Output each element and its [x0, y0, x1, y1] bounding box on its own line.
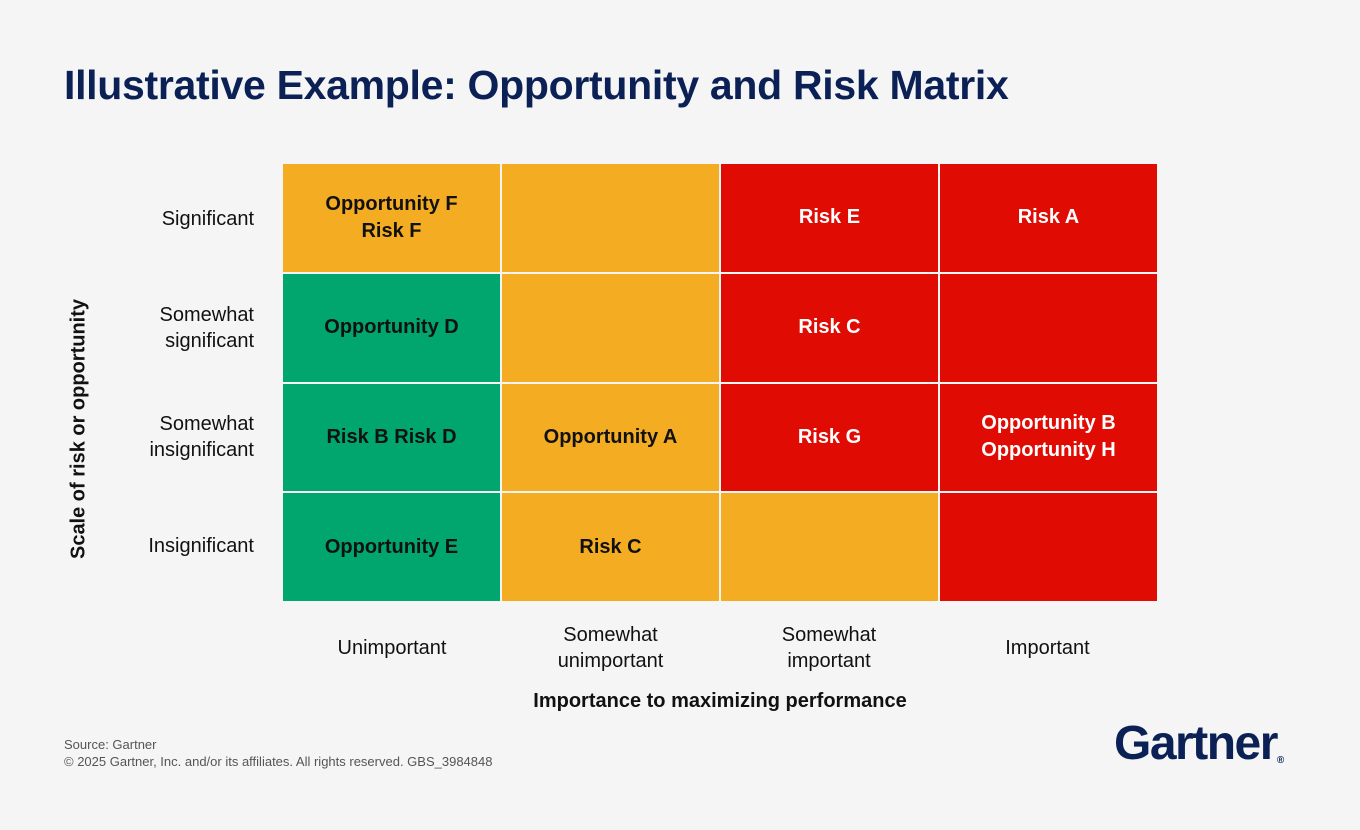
row-label-line: significant	[165, 329, 254, 352]
column-label-line: important	[787, 650, 871, 672]
matrix-cell: Risk A	[940, 164, 1157, 272]
column-label-line: Somewhat	[563, 624, 658, 646]
row-label: Somewhat insignificant	[96, 383, 254, 492]
matrix-cell: Risk G	[721, 383, 938, 492]
column-label-line: unimportant	[557, 650, 664, 672]
row-label-line: Somewhat	[159, 303, 255, 326]
matrix-cell	[940, 493, 1157, 601]
row-label-line: Significant	[161, 207, 254, 230]
matrix-cell: Risk C	[502, 493, 719, 601]
page-title: Illustrative Example: Opportunity and Ri…	[64, 62, 1009, 108]
matrix-cell	[940, 273, 1157, 382]
y-axis-title: Scale of risk or opportunity	[67, 298, 90, 560]
source-note: Source: Gartner	[64, 737, 157, 752]
copyright-note: © 2025 Gartner, Inc. and/or its affiliat…	[64, 754, 493, 769]
gartner-logo: Gartner®	[1114, 716, 1284, 771]
column-label-line: Somewhat	[781, 624, 877, 646]
matrix-cell	[721, 493, 938, 601]
cell-item-label: Opportunity D	[324, 316, 459, 339]
cell-item-label: Risk A	[1017, 206, 1080, 229]
row-label-line: Insignificant	[148, 535, 254, 558]
matrix-cell: Opportunity D	[283, 273, 500, 382]
row-label-line: Somewhat	[159, 413, 255, 436]
row-label: Significant	[96, 164, 254, 273]
matrix-cell: Risk E	[721, 164, 938, 272]
row-label: Insignificant	[96, 492, 254, 601]
logo-text: Gartner	[1114, 717, 1278, 770]
matrix-cell	[502, 273, 719, 382]
cell-item-label: Opportunity A	[543, 425, 678, 448]
cell-item-label: Opportunity H	[981, 439, 1116, 462]
column-label-line: Important	[1005, 637, 1090, 659]
cell-item-label: Risk E	[798, 206, 861, 229]
matrix-cell: Opportunity A	[502, 383, 719, 492]
matrix-cell: Opportunity F Risk F	[283, 164, 500, 272]
matrix-cell: Opportunity B Opportunity H	[940, 383, 1157, 492]
column-label: Somewhat important	[720, 622, 938, 674]
cell-item-label: Risk C	[798, 316, 861, 339]
cell-item-label: Risk B Risk D	[326, 425, 457, 448]
cell-item-label: Opportunity E	[324, 535, 459, 558]
column-label: Important	[939, 622, 1157, 674]
risk-matrix: Opportunity F Risk F Risk E Risk A Opportuni…	[283, 164, 1157, 601]
row-label: Somewhat significant	[96, 273, 255, 382]
column-label-line: Unimportant	[337, 637, 447, 659]
column-label: Unimportant	[283, 622, 501, 674]
column-label: Somewhat unimportant	[502, 622, 720, 674]
matrix-cell: Risk C	[721, 273, 938, 382]
matrix-cell: Opportunity E	[283, 493, 500, 601]
x-axis-title: Importance to maximizing performance	[533, 690, 907, 712]
cell-item-label: Opportunity B	[981, 412, 1116, 435]
cell-item-label: Risk F	[361, 219, 422, 242]
cell-item-label: Risk G	[797, 425, 862, 448]
registered-mark: ®	[1276, 755, 1285, 766]
matrix-cell: Risk B Risk D	[283, 383, 500, 492]
cell-item-label: Opportunity F	[325, 192, 458, 215]
cell-item-label: Risk C	[579, 535, 642, 558]
footer-notes: Source: Gartner © 2025 Gartner, Inc. and…	[64, 736, 492, 770]
row-label-line: insignificant	[149, 439, 254, 462]
matrix-cell	[502, 164, 719, 272]
